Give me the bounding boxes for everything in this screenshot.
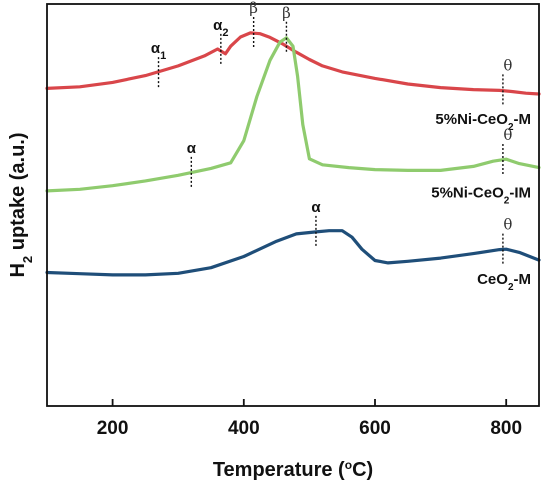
peak-label: β (282, 4, 291, 22)
plot-frame (46, 3, 540, 407)
series-line (45, 31, 541, 96)
x-tick-label: 600 (359, 418, 391, 439)
peak-label: α1 (151, 40, 166, 62)
peak-label: α (311, 199, 321, 216)
y-axis-title: H2 uptake (a.u.) (7, 132, 35, 277)
peak-label: β (249, 0, 258, 17)
peak-label: α (187, 140, 197, 157)
peak-label: θ (503, 216, 512, 234)
series-label: 5%Ni-CeO2-M (435, 111, 531, 133)
x-tick-label: 200 (97, 418, 129, 439)
series-line (45, 229, 541, 277)
peak-label: α2 (213, 17, 228, 39)
series-label: 5%Ni-CeO2-IM (431, 185, 531, 207)
x-axis-title: Temperature (oC) (213, 458, 373, 481)
series-line (45, 36, 541, 193)
peak-label: θ (503, 126, 512, 144)
series-label: CeO2-M (477, 271, 531, 293)
x-tick-label: 400 (228, 418, 260, 439)
peak-label: θ (503, 56, 512, 74)
x-tick-label: 800 (490, 418, 522, 439)
